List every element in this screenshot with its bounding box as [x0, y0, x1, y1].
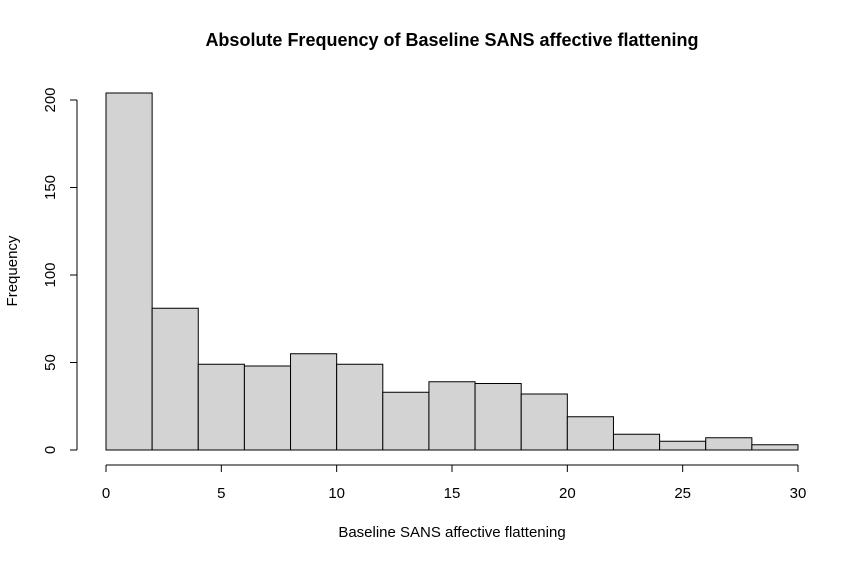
histogram-bar	[566, 416, 614, 451]
chart-title: Absolute Frequency of Baseline SANS affe…	[205, 30, 698, 50]
histogram-bar	[290, 353, 338, 451]
y-tick-label: 100	[42, 262, 59, 287]
histogram-bar	[474, 383, 522, 451]
y-tick-label: 150	[42, 175, 59, 200]
x-tick-label: 10	[328, 485, 345, 502]
histogram-bar	[197, 363, 245, 451]
x-tick-label: 20	[559, 485, 576, 502]
histogram-bar	[428, 381, 476, 451]
histogram-bar	[105, 92, 153, 451]
y-axis: 0 50 100 150 200	[42, 87, 78, 454]
histogram-bar	[520, 393, 568, 451]
x-tick-label: 25	[674, 485, 691, 502]
y-axis-label: Frequency	[4, 235, 21, 306]
histogram-bar	[151, 307, 199, 451]
y-tick-label: 0	[42, 446, 59, 454]
y-tick-label: 200	[42, 87, 59, 112]
x-tick-label: 30	[790, 485, 807, 502]
histogram-bar	[659, 440, 707, 451]
histogram-bar	[705, 437, 753, 451]
histogram-bar	[612, 433, 661, 451]
y-tick-label: 50	[42, 354, 59, 371]
x-tick-label: 5	[217, 485, 225, 502]
histogram-bar	[243, 365, 292, 451]
x-axis: 0 5 10 15 20 25 30	[102, 464, 807, 502]
x-tick-label: 15	[444, 485, 461, 502]
histogram-bar	[336, 363, 384, 451]
histogram-bar	[382, 391, 430, 451]
x-tick-label: 0	[102, 485, 110, 502]
x-axis-label: Baseline SANS affective flattening	[338, 524, 565, 541]
histogram-bar	[751, 444, 799, 451]
bars-layer	[105, 92, 799, 451]
